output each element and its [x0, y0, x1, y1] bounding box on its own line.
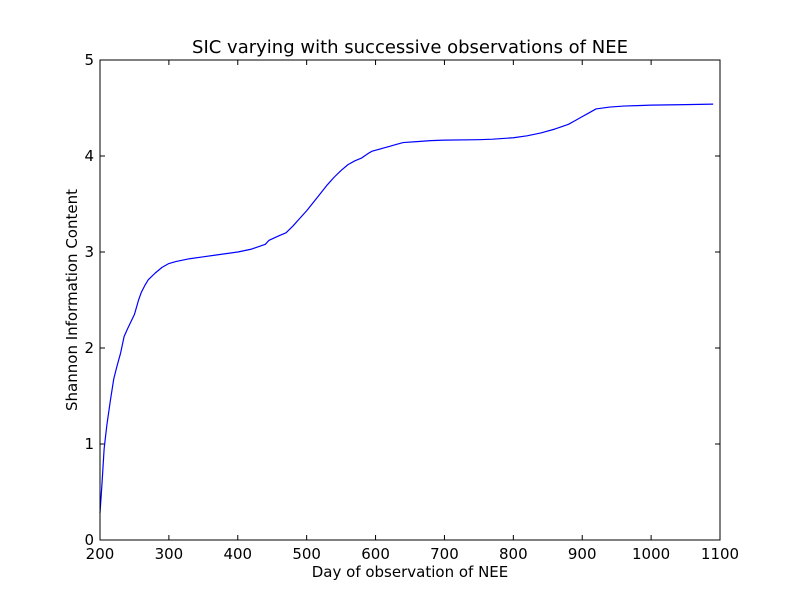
- x-tick-label: 600: [361, 545, 390, 563]
- y-tick-label: 3: [84, 243, 94, 261]
- y-tick-label: 0: [84, 531, 94, 549]
- y-tick-label: 5: [84, 51, 94, 69]
- x-tick-label: 1100: [701, 545, 739, 563]
- x-tick-label: 500: [292, 545, 321, 563]
- series-line-0: [99, 103, 714, 514]
- plot-frame: [99, 59, 721, 541]
- x-tick-label: 700: [430, 545, 459, 563]
- x-tick-label: 400: [223, 545, 252, 563]
- x-tick-label: 900: [568, 545, 597, 563]
- x-tick-label: 300: [155, 545, 184, 563]
- y-tick-label: 4: [84, 147, 94, 165]
- x-axis-label: Day of observation of NEE: [312, 563, 509, 581]
- y-axis-label: Shannon Information Content: [63, 189, 81, 411]
- series-layer: [99, 103, 714, 514]
- ticks-layer: 200 300 400 500 600 700 800 900 1000 1100 0 1 2 3 4 5: [84, 51, 739, 563]
- x-tick-label: 800: [499, 545, 528, 563]
- y-tick-label: 1: [84, 435, 94, 453]
- x-tick-label: 1000: [632, 545, 670, 563]
- chart-title: SIC varying with successive observations…: [192, 37, 628, 58]
- y-tick-label: 2: [84, 339, 94, 357]
- x-tick-label: 200: [86, 545, 115, 563]
